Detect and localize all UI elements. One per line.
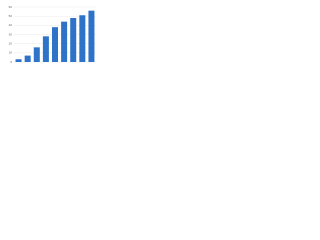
y-tick-label: 20 — [9, 41, 13, 45]
y-tick-label: 10 — [9, 51, 13, 55]
bar — [33, 47, 40, 62]
chart: 0 10 20 30 40 50 60 — [9, 5, 96, 64]
bar — [61, 21, 68, 63]
y-tick-label: 0 — [10, 60, 12, 64]
y-tick-label: 60 — [9, 5, 13, 9]
y-tick-label: 50 — [9, 14, 13, 18]
bar — [42, 36, 49, 62]
bar — [79, 15, 86, 62]
bar — [70, 18, 77, 62]
bar — [24, 55, 31, 62]
bar — [51, 27, 59, 63]
y-tick-label: 40 — [9, 23, 13, 27]
bar — [15, 59, 22, 62]
bar — [88, 10, 95, 62]
y-tick-label: 30 — [9, 32, 13, 36]
